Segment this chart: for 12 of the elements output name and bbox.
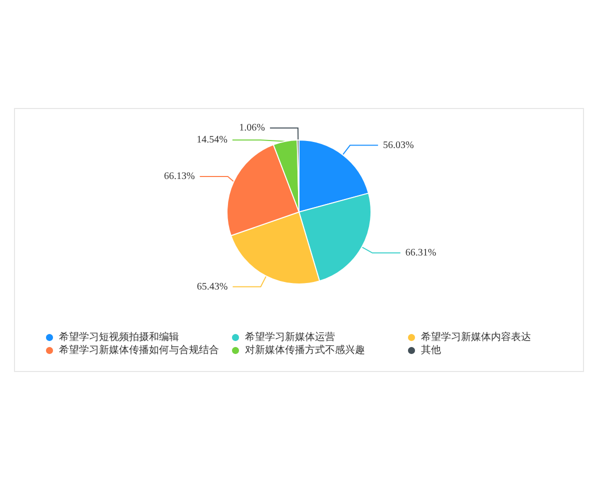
legend-label: 希望学习新媒体传播如何与合规结合 xyxy=(59,344,219,356)
data-label: 14.54% xyxy=(196,134,228,146)
data-label: 56.03% xyxy=(383,140,414,151)
data-label: 66.31% xyxy=(405,247,436,258)
legend-label: 对新媒体传播方式不感兴趣 xyxy=(245,344,365,356)
data-label: 66.13% xyxy=(164,171,195,182)
legend-label: 希望学习新媒体内容表达 xyxy=(421,331,531,343)
legend-label: 希望学习新媒体运营 xyxy=(245,331,335,343)
data-label: 1.06% xyxy=(239,122,265,134)
legend-label: 其他 xyxy=(421,344,441,356)
data-label: 65.43% xyxy=(196,281,228,292)
legend-label: 希望学习短视频拍摄和编辑 xyxy=(59,331,179,343)
